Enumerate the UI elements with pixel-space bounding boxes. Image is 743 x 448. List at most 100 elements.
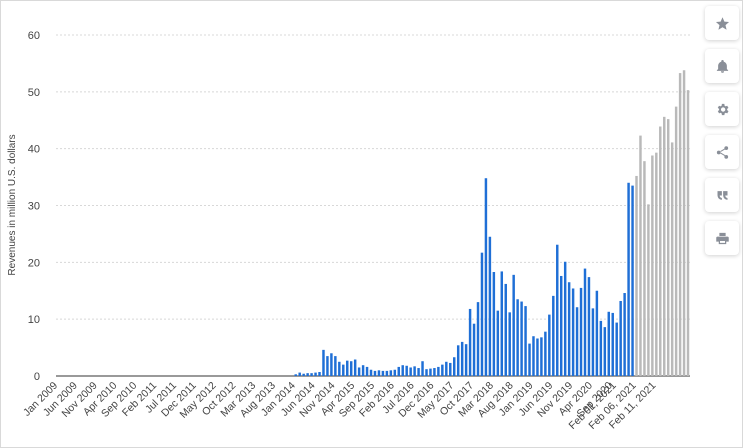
forecast-bar[interactable] <box>670 142 674 376</box>
actual-bar[interactable] <box>409 367 412 376</box>
actual-bar[interactable] <box>314 372 317 376</box>
actual-bar[interactable] <box>437 366 440 376</box>
actual-bar[interactable] <box>559 275 563 376</box>
actual-bar[interactable] <box>579 287 583 376</box>
actual-bar[interactable] <box>571 288 575 376</box>
actual-bar[interactable] <box>405 365 408 376</box>
actual-bar[interactable] <box>567 282 571 376</box>
actual-bar[interactable] <box>484 178 488 376</box>
actual-bar[interactable] <box>346 360 349 376</box>
forecast-bar[interactable] <box>663 116 666 376</box>
actual-bar[interactable] <box>445 361 448 376</box>
actual-bar[interactable] <box>544 331 547 376</box>
actual-bar[interactable] <box>413 366 416 376</box>
actual-bar[interactable] <box>575 307 579 376</box>
actual-bar[interactable] <box>381 370 385 376</box>
actual-bar[interactable] <box>393 369 397 376</box>
forecast-bar[interactable] <box>659 126 662 377</box>
forecast-bar[interactable] <box>651 155 654 376</box>
actual-bar[interactable] <box>583 268 587 376</box>
actual-bar[interactable] <box>464 344 468 376</box>
actual-bar[interactable] <box>516 299 519 376</box>
actual-bar[interactable] <box>468 308 472 376</box>
actual-bar[interactable] <box>556 244 559 376</box>
actual-bar[interactable] <box>357 367 361 376</box>
actual-bar[interactable] <box>306 373 309 376</box>
actual-bar[interactable] <box>587 277 591 376</box>
actual-bar[interactable] <box>349 361 353 376</box>
actual-bar[interactable] <box>532 336 535 376</box>
actual-bar[interactable] <box>504 283 507 376</box>
actual-bar[interactable] <box>456 345 460 376</box>
actual-bar[interactable] <box>389 370 393 376</box>
actual-bar[interactable] <box>294 374 297 376</box>
actual-bar[interactable] <box>611 312 614 376</box>
actual-bar[interactable] <box>563 261 567 376</box>
actual-bar[interactable] <box>496 310 500 376</box>
actual-bar[interactable] <box>524 306 527 376</box>
forecast-bar[interactable] <box>639 135 642 376</box>
actual-bar[interactable] <box>417 368 420 376</box>
actual-bar[interactable] <box>480 252 484 376</box>
actual-bar[interactable] <box>326 356 329 376</box>
cite-button[interactable] <box>705 178 739 212</box>
actual-bar[interactable] <box>619 300 622 376</box>
actual-bar[interactable] <box>591 308 595 376</box>
settings-button[interactable] <box>705 92 739 126</box>
forecast-bar[interactable] <box>674 106 678 377</box>
actual-bar[interactable] <box>334 356 337 376</box>
actual-bar[interactable] <box>441 364 444 376</box>
actual-bar[interactable] <box>302 373 305 376</box>
actual-bar[interactable] <box>607 311 610 376</box>
actual-bar[interactable] <box>548 314 551 376</box>
actual-bar[interactable] <box>377 370 381 376</box>
forecast-bar[interactable] <box>686 90 690 376</box>
print-button[interactable] <box>705 221 739 255</box>
actual-bar[interactable] <box>615 322 618 376</box>
actual-bar[interactable] <box>401 365 404 376</box>
forecast-bar[interactable] <box>655 152 658 376</box>
actual-bar[interactable] <box>338 361 341 376</box>
notification-button[interactable] <box>705 49 739 83</box>
actual-bar[interactable] <box>322 349 325 376</box>
actual-bar[interactable] <box>627 182 630 376</box>
actual-bar[interactable] <box>342 364 345 376</box>
actual-bar[interactable] <box>330 353 333 376</box>
actual-bar[interactable] <box>508 312 511 376</box>
actual-bar[interactable] <box>603 327 607 376</box>
actual-bar[interactable] <box>318 372 321 376</box>
share-button[interactable] <box>705 135 739 169</box>
actual-bar[interactable] <box>540 337 543 376</box>
actual-bar[interactable] <box>631 185 634 376</box>
actual-bar[interactable] <box>623 293 626 376</box>
forecast-bar[interactable] <box>647 204 650 376</box>
forecast-bar[interactable] <box>682 70 686 377</box>
forecast-bar[interactable] <box>678 73 682 376</box>
actual-bar[interactable] <box>520 301 523 376</box>
actual-bar[interactable] <box>353 359 357 376</box>
forecast-bar[interactable] <box>666 119 670 377</box>
actual-bar[interactable] <box>361 365 365 376</box>
actual-bar[interactable] <box>421 361 424 376</box>
actual-bar[interactable] <box>528 343 531 376</box>
actual-bar[interactable] <box>472 323 476 376</box>
forecast-bar[interactable] <box>635 175 638 376</box>
actual-bar[interactable] <box>536 338 539 376</box>
actual-bar[interactable] <box>433 368 436 376</box>
forecast-bar[interactable] <box>643 161 646 376</box>
actual-bar[interactable] <box>365 366 369 376</box>
bookmark-button[interactable] <box>705 6 739 40</box>
actual-bar[interactable] <box>425 369 428 376</box>
actual-bar[interactable] <box>429 368 432 376</box>
actual-bar[interactable] <box>492 272 496 376</box>
actual-bar[interactable] <box>369 369 373 376</box>
actual-bar[interactable] <box>310 373 313 376</box>
actual-bar[interactable] <box>298 372 301 376</box>
actual-bar[interactable] <box>460 341 464 376</box>
actual-bar[interactable] <box>552 295 555 376</box>
actual-bar[interactable] <box>476 302 480 376</box>
actual-bar[interactable] <box>595 290 599 376</box>
actual-bar[interactable] <box>500 271 504 376</box>
actual-bar[interactable] <box>488 236 492 376</box>
actual-bar[interactable] <box>373 370 377 376</box>
